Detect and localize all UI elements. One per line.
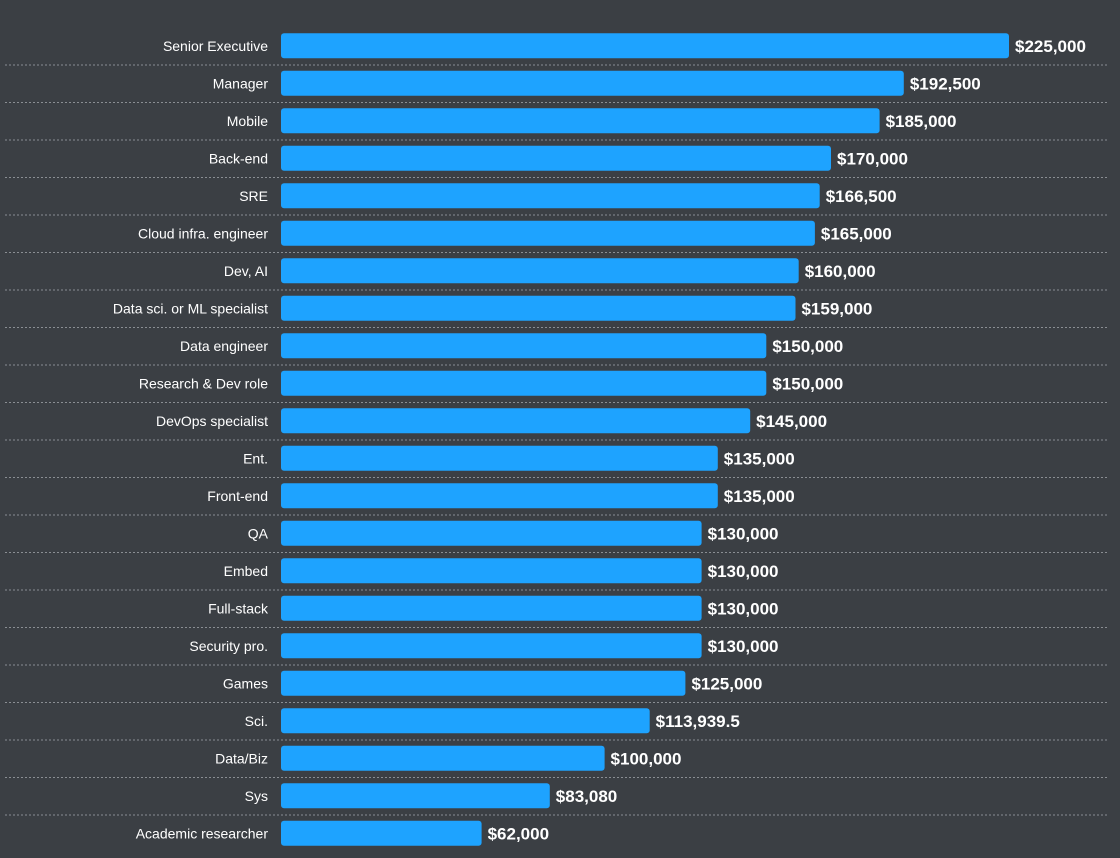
value-label: $165,000 [821, 224, 892, 243]
value-label: $83,080 [556, 787, 617, 806]
value-label: $185,000 [886, 112, 957, 131]
bar[interactable] [281, 145, 831, 171]
category-label: Full-stack [208, 600, 269, 616]
category-label: Cloud infra. engineer [138, 225, 268, 241]
value-label: $130,000 [708, 562, 779, 581]
category-label: Sys [245, 788, 268, 804]
category-label: QA [248, 525, 269, 541]
value-label: $160,000 [805, 262, 876, 281]
bar[interactable] [281, 708, 650, 734]
bar[interactable] [281, 445, 718, 471]
category-label: Senior Executive [163, 38, 268, 54]
value-label: $130,000 [708, 637, 779, 656]
bar[interactable] [281, 370, 767, 396]
category-label: Manager [213, 75, 269, 91]
category-label: Data sci. or ML specialist [113, 300, 268, 316]
category-label: Data engineer [180, 338, 268, 354]
category-label: Embed [224, 563, 268, 579]
bar[interactable] [281, 483, 718, 509]
value-label: $150,000 [772, 374, 843, 393]
bar[interactable] [281, 595, 702, 621]
value-label: $100,000 [611, 749, 682, 768]
category-label: Front-end [207, 488, 268, 504]
value-label: $130,000 [708, 599, 779, 618]
value-label: $150,000 [772, 337, 843, 356]
category-label: Sci. [245, 713, 268, 729]
bar[interactable] [281, 70, 904, 96]
value-label: $130,000 [708, 524, 779, 543]
category-label: Ent. [243, 450, 268, 466]
category-label: Research & Dev role [139, 375, 268, 391]
bar[interactable] [281, 220, 815, 246]
value-label: $135,000 [724, 487, 795, 506]
bar[interactable] [281, 520, 702, 546]
bar[interactable] [281, 295, 796, 321]
category-label: Dev, AI [224, 263, 268, 279]
bar[interactable] [281, 670, 686, 696]
category-label: Games [223, 675, 268, 691]
bar[interactable] [281, 820, 482, 846]
value-label: $225,000 [1015, 37, 1086, 56]
value-label: $159,000 [801, 299, 872, 318]
value-label: $170,000 [837, 149, 908, 168]
value-label: $145,000 [756, 412, 827, 431]
category-label: Data/Biz [215, 750, 268, 766]
value-label: $192,500 [910, 74, 981, 93]
category-label: Academic researcher [136, 825, 269, 841]
category-label: DevOps specialist [156, 413, 268, 429]
bar[interactable] [281, 408, 751, 434]
bar[interactable] [281, 558, 702, 584]
category-label: Security pro. [189, 638, 268, 654]
value-label: $125,000 [691, 674, 762, 693]
bar[interactable] [281, 258, 799, 284]
value-label: $113,939.5 [656, 712, 740, 731]
bar[interactable] [281, 333, 767, 359]
bar[interactable] [281, 33, 1009, 59]
bar[interactable] [281, 183, 820, 209]
value-label: $135,000 [724, 449, 795, 468]
bar[interactable] [281, 108, 880, 134]
value-label: $166,500 [826, 187, 897, 206]
category-label: Back-end [209, 150, 268, 166]
bar[interactable] [281, 783, 550, 809]
category-label: Mobile [227, 113, 268, 129]
category-label: SRE [239, 188, 268, 204]
bar[interactable] [281, 745, 605, 771]
bar[interactable] [281, 633, 702, 659]
value-label: $62,000 [488, 824, 549, 843]
